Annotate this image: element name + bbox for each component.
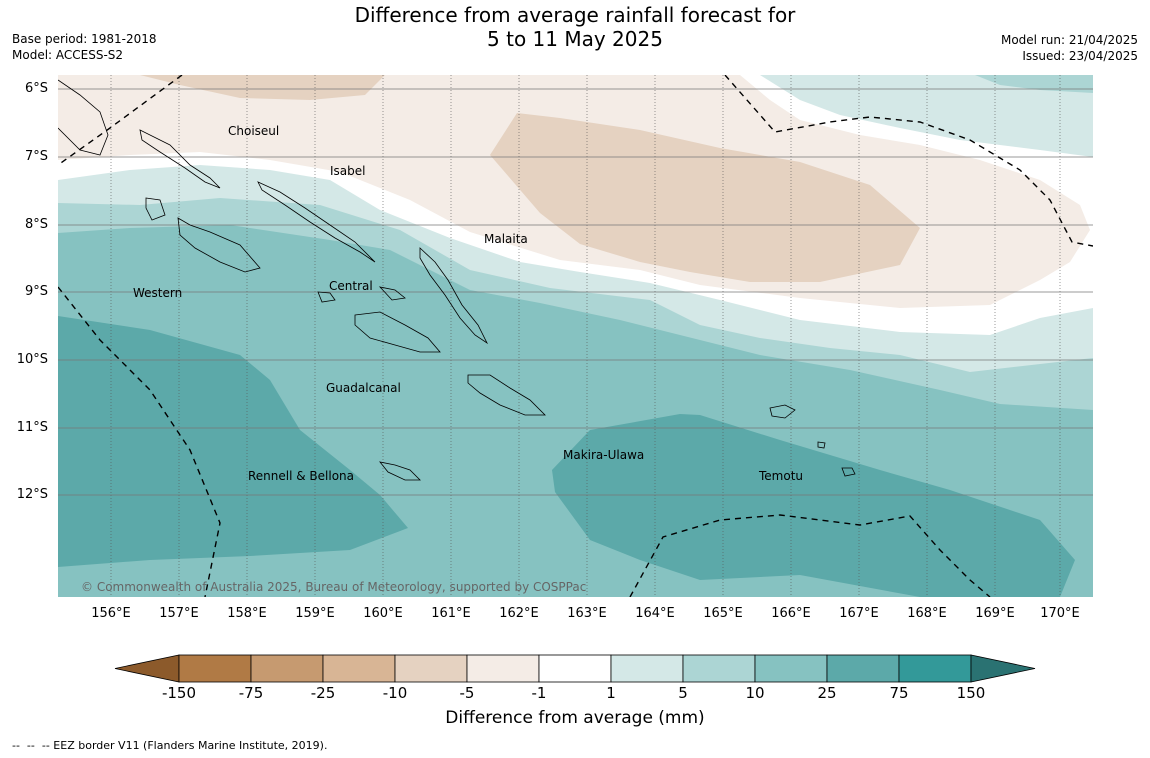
colorbar-extend-high [970, 654, 1036, 683]
eez-legend: -- -- -- EEZ border V11 (Flanders Marine… [12, 739, 328, 752]
eez-border [58, 75, 1093, 597]
lon-label: 169°E [975, 606, 1015, 621]
meta-right: Model run: 21/04/2025 Issued: 23/04/2025 [1001, 32, 1138, 64]
choiseul-island [139, 129, 221, 189]
colorbar-label: 10 [745, 684, 765, 702]
vella-lavella [145, 197, 166, 221]
label-temotu: Temotu [759, 469, 804, 483]
band-neg10-neg5 [490, 113, 920, 282]
colorbar-label: 25 [817, 684, 837, 702]
lon-label: 163°E [567, 606, 607, 621]
colorbar-cell [178, 654, 252, 683]
label-isabel: Isabel [330, 164, 366, 178]
issued-date: Issued: 23/04/2025 [1022, 49, 1138, 63]
model-run: Model run: 21/04/2025 [1000, 33, 1138, 47]
rennell-island [379, 461, 421, 481]
lon-label: 157°E [159, 606, 199, 621]
colorbar-cell [898, 654, 972, 683]
colorbar-extend-low [114, 654, 180, 683]
model-name: Model: ACCESS-S2 [12, 48, 124, 62]
colorbar-label: -75 [238, 684, 264, 702]
band-ne-5-10 [975, 75, 1093, 93]
label-central: Central [329, 279, 373, 293]
lon-label: 162°E [499, 606, 539, 621]
colorbar-label: -10 [382, 684, 408, 702]
new-georgia-island [177, 217, 261, 273]
colorbar-cell [826, 654, 900, 683]
label-malaita: Malaita [484, 232, 528, 246]
map-title-line2: 5 to 11 May 2025 [487, 27, 663, 51]
lon-label: 156°E [91, 606, 131, 621]
colorbar-cells [114, 654, 1036, 683]
colorbar-label: 150 [956, 684, 986, 702]
rainfall-map [58, 75, 1093, 597]
colorbar-cell [682, 654, 756, 683]
lon-label: 164°E [635, 606, 675, 621]
florida-islands [317, 291, 336, 303]
label-guadalcanal: Guadalcanal [326, 381, 401, 395]
colorbar [114, 654, 1036, 683]
label-western: Western [133, 286, 183, 300]
colorbar-label: 1 [606, 684, 616, 702]
islands [58, 79, 856, 481]
lon-label: 161°E [431, 606, 471, 621]
colorbar-cell [322, 654, 396, 683]
lat-label: 7°S [24, 149, 48, 164]
isabel-island [257, 181, 376, 263]
lon-label: 165°E [703, 606, 743, 621]
colorbar-label: -1 [531, 684, 547, 702]
lat-label: 12°S [16, 487, 48, 502]
lat-label: 9°S [24, 284, 48, 299]
lon-label: 167°E [839, 606, 879, 621]
band-ne-1-5 [760, 75, 1093, 157]
colorbar-cell [466, 654, 540, 683]
colorbar-label: 75 [889, 684, 909, 702]
colorbar-cell [754, 654, 828, 683]
colorbar-label: 5 [678, 684, 688, 702]
label-rennell-bellona: Rennell & Bellona [248, 469, 355, 483]
colorbar-cell [250, 654, 324, 683]
lat-gridlines [58, 88, 1093, 496]
lon-label: 166°E [771, 606, 811, 621]
colorbar-label: -25 [310, 684, 336, 702]
russell-islands [378, 286, 406, 301]
lat-label: 6°S [24, 81, 48, 96]
makira-island [467, 374, 546, 416]
base-period: Base period: 1981-2018 [12, 32, 157, 46]
contour-layer [58, 75, 1093, 597]
band-neg10-neg5-north [140, 75, 385, 100]
santa-cruz-island [769, 404, 796, 419]
colorbar-label: -150 [161, 684, 197, 702]
malaita-island [419, 247, 489, 345]
lon-label: 168°E [907, 606, 947, 621]
lon-label: 158°E [227, 606, 267, 621]
lon-label: 160°E [363, 606, 403, 621]
colorbar-cell [538, 654, 612, 683]
bougainville-coast [58, 79, 109, 156]
colorbar-cell [610, 654, 684, 683]
guadalcanal-island [354, 311, 441, 353]
colorbar-label: -5 [459, 684, 475, 702]
lon-label: 159°E [295, 606, 335, 621]
label-choiseul: Choiseul [228, 124, 280, 138]
vanikoro-island [841, 467, 856, 477]
utupua-island [817, 441, 826, 449]
lat-label: 11°S [16, 420, 48, 435]
meta-left: Base period: 1981-2018 Model: ACCESS-S2 [12, 31, 157, 63]
lat-label: 8°S [24, 217, 48, 232]
label-makira-ulawa: Makira-Ulawa [563, 448, 645, 462]
gridlines [110, 75, 1061, 597]
colorbar-title: Difference from average (mm) [445, 708, 705, 728]
map-title-line1: Difference from average rainfall forecas… [354, 3, 796, 27]
lon-label: 170°E [1040, 606, 1080, 621]
copyright-notice: © Commonwealth of Australia 2025, Bureau… [81, 580, 587, 594]
lat-label: 10°S [16, 352, 48, 367]
colorbar-cell [394, 654, 468, 683]
